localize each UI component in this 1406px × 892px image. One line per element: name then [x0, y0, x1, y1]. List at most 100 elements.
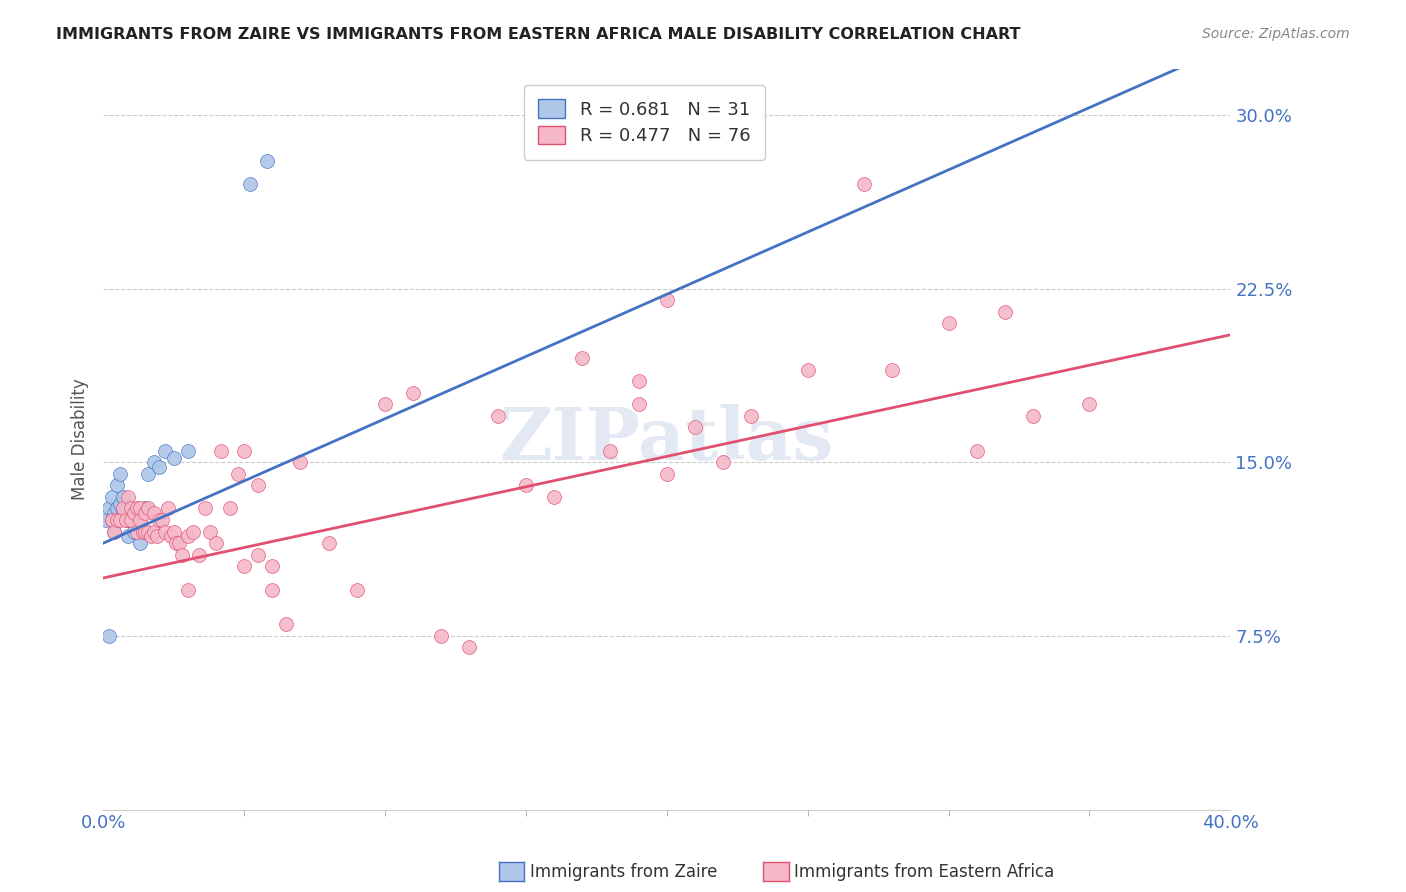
Point [430, 629, 453, 643]
Text: Immigrants from Zaire: Immigrants from Zaire [530, 863, 717, 881]
Text: ZIPatlas: ZIPatlas [499, 403, 834, 475]
Point [114, 513, 136, 527]
Point [100, 513, 122, 527]
Point [543, 490, 565, 504]
Point [627, 397, 650, 411]
Point [111, 490, 134, 504]
Point [853, 178, 876, 192]
Text: IMMIGRANTS FROM ZAIRE VS IMMIGRANTS FROM EASTERN AFRICA MALE DISABILITY CORRELAT: IMMIGRANTS FROM ZAIRE VS IMMIGRANTS FROM… [56, 27, 1021, 42]
Point [683, 420, 706, 434]
Point [228, 467, 250, 481]
Point [94, 513, 117, 527]
Point [134, 524, 156, 539]
Point [122, 524, 145, 539]
Point [117, 529, 139, 543]
Point [1078, 397, 1101, 411]
Point [103, 506, 125, 520]
Text: Immigrants from Eastern Africa: Immigrants from Eastern Africa [794, 863, 1054, 881]
Point [125, 501, 148, 516]
Point [114, 501, 136, 516]
Point [142, 524, 165, 539]
Text: Source: ZipAtlas.com: Source: ZipAtlas.com [1202, 27, 1350, 41]
Point [128, 501, 150, 516]
Point [117, 490, 139, 504]
Point [131, 506, 153, 520]
Point [176, 582, 198, 597]
Point [966, 443, 988, 458]
Point [167, 536, 190, 550]
Point [134, 506, 156, 520]
Point [139, 529, 162, 543]
Point [136, 467, 159, 481]
Point [711, 455, 734, 469]
Point [120, 501, 142, 516]
Legend: R = 0.681   N = 31, R = 0.477   N = 76: R = 0.681 N = 31, R = 0.477 N = 76 [523, 85, 765, 160]
Point [150, 513, 173, 527]
Point [233, 443, 256, 458]
Point [125, 513, 148, 527]
Y-axis label: Male Disability: Male Disability [72, 378, 89, 500]
Point [627, 374, 650, 388]
Point [145, 529, 167, 543]
Point [194, 501, 217, 516]
Point [153, 443, 176, 458]
Point [796, 362, 818, 376]
Point [458, 640, 481, 655]
Point [111, 506, 134, 520]
Point [100, 513, 122, 527]
Point [162, 524, 184, 539]
Point [176, 529, 198, 543]
Point [128, 536, 150, 550]
Point [599, 443, 621, 458]
Point [247, 548, 270, 562]
Point [486, 409, 509, 423]
Point [103, 524, 125, 539]
Point [120, 501, 142, 516]
Point [262, 582, 284, 597]
Point [200, 524, 222, 539]
Point [211, 443, 233, 458]
Point [114, 513, 136, 527]
Point [159, 529, 181, 543]
Point [276, 617, 298, 632]
Point [134, 501, 156, 516]
Point [128, 513, 150, 527]
Point [318, 536, 340, 550]
Point [219, 501, 242, 516]
Point [117, 513, 139, 527]
Point [162, 450, 184, 465]
Point [233, 559, 256, 574]
Point [108, 497, 131, 511]
Point [655, 467, 678, 481]
Point [515, 478, 537, 492]
Point [111, 501, 134, 516]
Point [346, 582, 368, 597]
Point [122, 506, 145, 520]
Point [103, 524, 125, 539]
Point [938, 316, 960, 330]
Point [97, 629, 120, 643]
Point [108, 513, 131, 527]
Point [125, 524, 148, 539]
Point [170, 548, 193, 562]
Point [142, 506, 165, 520]
Point [100, 490, 122, 504]
Point [142, 455, 165, 469]
Point [181, 524, 204, 539]
Point [262, 559, 284, 574]
Point [108, 467, 131, 481]
Point [176, 443, 198, 458]
Point [156, 501, 179, 516]
Point [247, 478, 270, 492]
Point [136, 501, 159, 516]
Point [290, 455, 312, 469]
Point [105, 513, 128, 527]
Point [1022, 409, 1045, 423]
Point [148, 459, 170, 474]
Point [402, 385, 425, 400]
Point [239, 178, 262, 192]
Point [882, 362, 904, 376]
Point [136, 524, 159, 539]
Point [131, 524, 153, 539]
Point [105, 501, 128, 516]
